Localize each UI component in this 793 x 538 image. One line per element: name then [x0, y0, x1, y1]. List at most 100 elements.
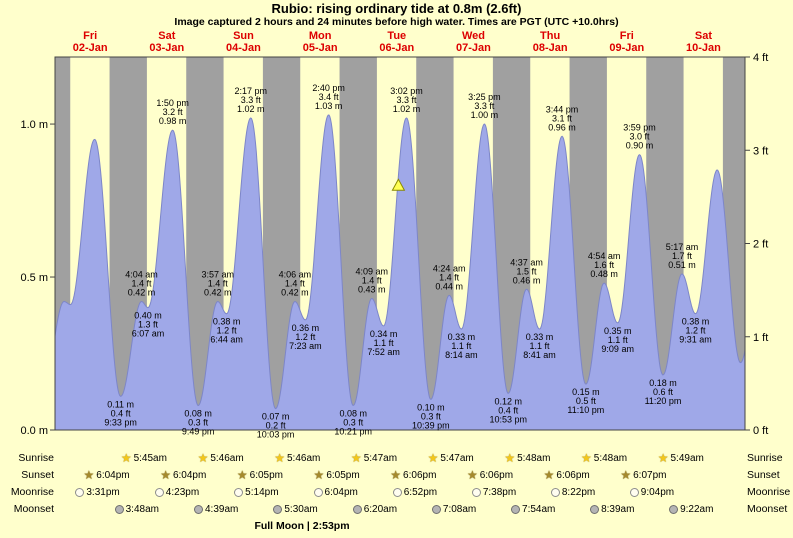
y-left-tick-label: 0.5 m — [20, 272, 48, 284]
astro-time: 5:48am — [593, 453, 628, 464]
sunrise-entry: ★ 5:48am — [581, 452, 627, 465]
moonset-circle-icon — [193, 505, 203, 514]
sunset-star-icon: ★ — [543, 468, 555, 482]
sunset-star-icon: ★ — [160, 468, 171, 482]
sunset-entry: ★ 6:04pm — [160, 469, 206, 482]
moonset-circle-icon — [511, 505, 521, 514]
tide-event-label: 4:09 am 1.4 ft 0.43 m — [355, 266, 388, 294]
current-tide-marker — [391, 178, 406, 191]
sunrise-star-icon: ★ — [197, 451, 209, 465]
moonset-entry: 3:48am — [114, 503, 159, 516]
tide-event-label: 0.18 m 0.6 ft 11:20 pm — [645, 378, 682, 406]
astro-time: 6:06pm — [479, 470, 514, 481]
tide-event-label: 0.10 m 0.3 ft 10:39 pm — [412, 402, 450, 430]
day-label: Sat 03-Jan — [149, 30, 184, 54]
moonset-entry: 5:30am — [273, 503, 318, 516]
moonrise-circle-icon — [629, 488, 639, 497]
moonrise-circle-icon — [392, 488, 402, 497]
tide-event-label: 0.33 m 1.1 ft 8:14 am — [445, 332, 478, 360]
y-right-tick-label: 4 ft — [753, 52, 768, 64]
moonrise-entry: 6:04pm — [313, 486, 358, 499]
tide-event-label: 4:54 am 1.6 ft 0.48 m — [588, 251, 621, 279]
moonset-entry: 7:08am — [431, 503, 476, 516]
moonset-entry: 9:22am — [669, 503, 713, 516]
moonset-entry: 4:39am — [193, 503, 238, 516]
sunset-entry: ★ 6:05pm — [314, 469, 360, 482]
astro-time: 7:54am — [522, 504, 556, 515]
astro-time: 6:05pm — [326, 470, 360, 481]
sunset-entry: ★ 6:07pm — [620, 469, 666, 482]
astro-time: 7:38pm — [482, 487, 517, 498]
moonrise-entry: 6:52pm — [392, 486, 437, 499]
astro-time: 9:04pm — [640, 487, 675, 498]
tide-event-label: 4:24 am 1.4 ft 0.44 m — [433, 263, 466, 291]
moonrise-entry: 4:23pm — [154, 486, 200, 499]
astro-time: 5:30am — [284, 504, 318, 515]
day-label: Mon 05-Jan — [303, 30, 338, 54]
tide-event-label: 3:44 pm 3.1 ft 0.96 m — [546, 104, 579, 132]
sunset-entry: ★ 6:04pm — [84, 469, 130, 482]
day-label: Sat 10-Jan — [686, 30, 721, 54]
moonrise-circle-icon — [154, 488, 164, 497]
astro-time: 5:46am — [210, 453, 244, 464]
tide-event-label: 0.07 m 0.2 ft 10:03 pm — [257, 412, 295, 440]
astro-time: 5:14pm — [245, 487, 279, 498]
moonset-entry: 7:54am — [511, 503, 555, 516]
sunrise-entry: ★ 5:47am — [351, 452, 397, 465]
astro-time: 6:05pm — [249, 470, 284, 481]
sunset-entry: ★ 6:05pm — [237, 469, 283, 482]
page-title: Rubio: rising ordinary tide at 0.8m (2.6… — [271, 1, 522, 16]
moonrise-entry: 5:14pm — [234, 486, 279, 499]
astro-row-label-right: Sunrise — [747, 452, 783, 464]
moonset-circle-icon — [114, 505, 124, 514]
tide-event-label: 3:02 pm 3.3 ft 1.02 m — [390, 86, 423, 114]
tide-event-label: 3:57 am 1.4 ft 0.42 m — [201, 270, 234, 298]
astro-time: 5:47am — [440, 453, 474, 464]
astro-row-label-left: Sunrise — [18, 452, 54, 464]
astro-row-label-right: Moonset — [747, 503, 788, 515]
tide-event-label: 0.40 m 1.3 ft 6:07 am — [132, 311, 165, 339]
astro-time: 6:07pm — [633, 470, 667, 481]
sunrise-star-icon: ★ — [657, 451, 669, 465]
day-label: Fri 02-Jan — [73, 30, 108, 54]
day-label: Thu 08-Jan — [533, 30, 568, 54]
moon-phase-label: Full Moon | 2:53pm — [254, 520, 350, 532]
tide-event-label: 0.11 m 0.4 ft 9:33 pm — [104, 399, 137, 427]
astro-time: 6:06pm — [556, 470, 590, 481]
moonset-circle-icon — [431, 505, 441, 514]
sunset-star-icon: ★ — [466, 468, 478, 482]
day-label: Tue 06-Jan — [379, 30, 414, 54]
astro-time: 5:48am — [517, 453, 551, 464]
astro-time: 8:39am — [601, 504, 635, 515]
astro-time: 3:31pm — [86, 487, 120, 498]
tide-event-label: 0.38 m 1.2 ft 9:31 am — [679, 317, 712, 345]
sunset-star-icon: ★ — [83, 468, 95, 482]
tide-event-label: 4:37 am 1.5 ft 0.46 m — [510, 257, 543, 285]
sunrise-star-icon: ★ — [350, 451, 362, 465]
tide-event-label: 1:50 pm 3.2 ft 0.98 m — [156, 98, 189, 126]
chart-subtitle: Image captured 2 hours and 24 minutes be… — [174, 16, 619, 28]
sunrise-star-icon: ★ — [274, 451, 285, 465]
tide-event-label: 0.36 m 1.2 ft 7:23 am — [289, 323, 322, 351]
moonrise-circle-icon — [313, 488, 323, 497]
tide-event-label: 3:25 pm 3.3 ft 1.00 m — [468, 92, 501, 120]
astro-time: 4:23pm — [165, 487, 200, 498]
astro-time: 6:06pm — [403, 470, 437, 481]
tide-event-label: 5:17 am 1.7 ft 0.51 m — [666, 242, 699, 270]
moonset-entry: 8:39am — [590, 503, 634, 516]
moonrise-entry: 8:22pm — [550, 486, 596, 499]
moonset-circle-icon — [352, 505, 362, 514]
astro-row-label-left: Sunset — [21, 469, 54, 481]
astro-row-label-left: Moonrise — [10, 486, 54, 498]
y-right-tick-label: 0 ft — [753, 425, 768, 437]
sunrise-entry: ★ 5:47am — [428, 452, 474, 465]
astro-time: 6:20am — [363, 504, 398, 515]
moonset-circle-icon — [669, 505, 679, 514]
astro-time: 8:22pm — [561, 487, 596, 498]
astro-time: 5:49am — [670, 453, 704, 464]
sunrise-entry: ★ 5:48am — [504, 452, 550, 465]
sunrise-star-icon: ★ — [504, 451, 516, 465]
astro-row-label-right: Moonrise — [747, 486, 791, 498]
moonrise-entry: 3:31pm — [75, 486, 120, 499]
sunrise-entry: ★ 5:46am — [274, 452, 320, 465]
